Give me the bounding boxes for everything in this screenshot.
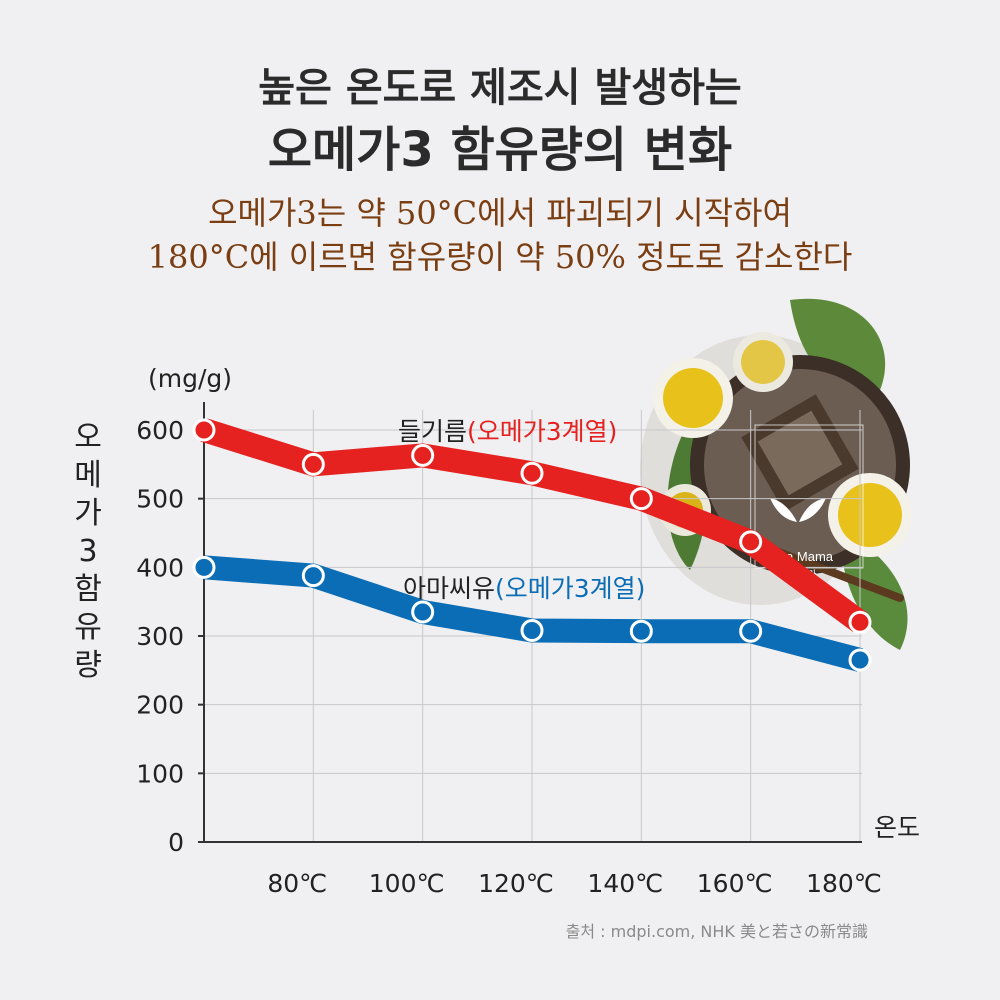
y-unit-label: (mg/g) [148, 364, 232, 393]
chart-title-line1: 높은 온도로 제조시 발생하는 [258, 65, 742, 111]
data-point-series0-2 [411, 443, 435, 467]
data-point-series0-3 [520, 461, 544, 485]
source-credit: 출처 : mdpi.com, NHK 美と若さの新常識 [565, 922, 868, 941]
x-tick-label-120: 120℃ [478, 869, 554, 898]
y-axis-title-char-1: 메 [74, 458, 102, 493]
data-point-series1-2 [411, 600, 435, 624]
y-tick-label-500: 500 [136, 485, 184, 514]
data-point-series1-4 [629, 619, 653, 643]
x-tick-label-80: 80℃ [267, 869, 327, 898]
y-axis-title-char-2: 가 [74, 496, 102, 531]
chart-subtitle-line1: 오메가3는 약 50°C에서 파괴되기 시작하여 [208, 194, 792, 232]
y-axis-title-char-5: 유 [74, 610, 102, 645]
data-point-series1-0 [192, 555, 216, 579]
legend-perilla-suffix: (오메가3계열) [467, 417, 617, 446]
legend-flaxseed-label: 아마씨유(오메가3계열) [403, 574, 645, 603]
data-point-series0-0 [192, 418, 216, 442]
data-point-series0-1 [301, 452, 325, 476]
y-tick-label-100: 100 [136, 759, 184, 788]
y-tick-label-400: 400 [136, 553, 184, 582]
chart-subtitle-line2: 180°C에 이르면 함유량이 약 50% 정도로 감소한다 [147, 238, 853, 276]
data-point-series1-6 [848, 648, 872, 672]
legend-flaxseed-suffix: (오메가3계열) [495, 574, 645, 603]
x-tick-label-140: 140℃ [587, 869, 663, 898]
legend-perilla-name: 들기름 [398, 417, 467, 446]
y-axis-title-char-0: 오 [74, 420, 102, 455]
series-layer [192, 418, 872, 672]
y-tick-label-300: 300 [136, 622, 184, 651]
y-tick-label-200: 200 [136, 691, 184, 720]
x-tick-label-180: 180℃ [806, 869, 882, 898]
legend-perilla-label: 들기름(오메가3계열) [398, 417, 617, 446]
y-tick-label-0: 0 [168, 828, 184, 857]
data-point-series0-5 [739, 530, 763, 554]
data-point-series0-4 [629, 487, 653, 511]
chart-labels: 0 100 200 300 400 500 600 80℃ 100℃ 120℃ 140℃ 160℃ 18… [74, 416, 882, 898]
data-point-series1-5 [739, 619, 763, 643]
data-point-series0-6 [848, 610, 872, 634]
oil-seed-photo-illustration [640, 298, 912, 650]
y-axis-title-char-3: 3 [78, 534, 97, 569]
data-point-series1-3 [520, 619, 544, 643]
x-tick-label-160: 160℃ [697, 869, 773, 898]
y-axis-title-char-4: 함 [74, 572, 102, 607]
chart-title-line2: 오메가3 함유량의 변화 [267, 122, 733, 178]
data-point-series1-1 [301, 564, 325, 588]
x-tick-label-100: 100℃ [369, 869, 445, 898]
x-axis-title: 온도 [874, 813, 920, 842]
y-axis-title-char-6: 량 [74, 648, 102, 683]
chart-axes [198, 402, 862, 843]
legend-flaxseed-name: 아마씨유 [403, 574, 495, 603]
y-tick-label-600: 600 [136, 416, 184, 445]
